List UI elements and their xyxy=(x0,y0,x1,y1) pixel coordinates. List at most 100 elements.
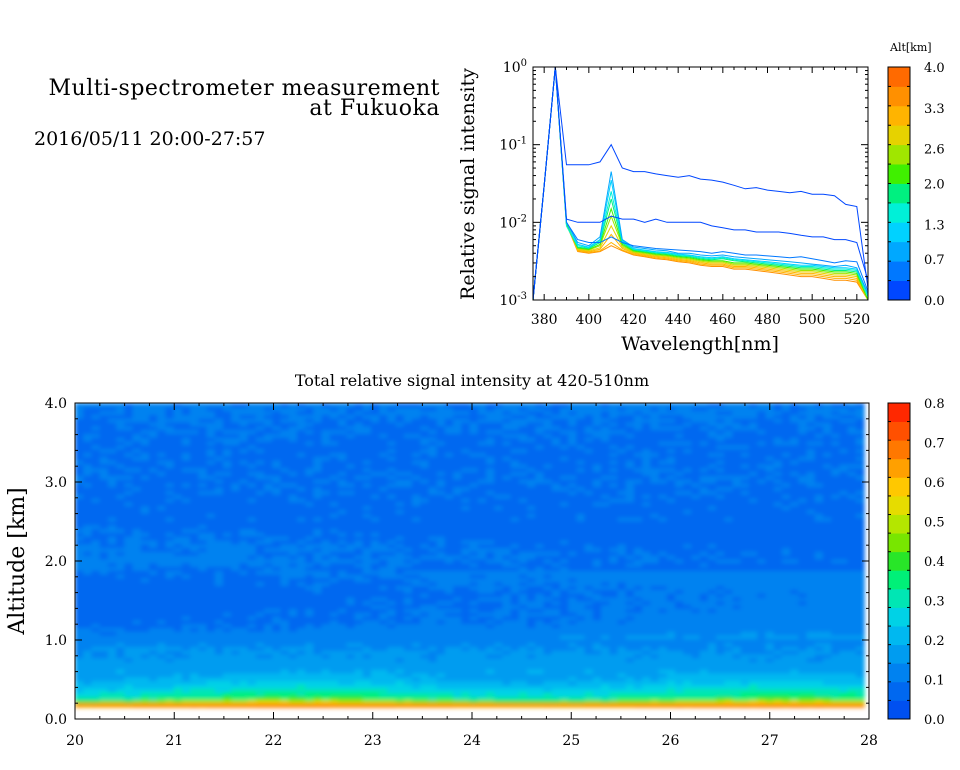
heatmap-cell xyxy=(748,574,758,579)
heatmap-cell xyxy=(765,627,775,632)
heatmap-cell xyxy=(551,646,561,651)
heatmap-cell xyxy=(379,691,388,697)
heatmap-cell xyxy=(683,596,693,602)
heatmap-cell xyxy=(362,627,372,632)
heatmap-cell xyxy=(420,646,430,651)
heatmap-cell xyxy=(436,688,446,693)
heatmap-cell xyxy=(140,661,150,666)
heatmap-cell xyxy=(338,539,347,545)
heatmap-cell xyxy=(609,665,619,670)
heatmap-cell xyxy=(313,570,323,575)
heatmap-cell xyxy=(444,577,454,583)
altitude-colorbar-cell xyxy=(888,202,910,223)
heatmap-cell xyxy=(716,558,725,564)
heatmap-title: Total relative signal intensity at 420-5… xyxy=(295,371,649,390)
heatmap-cell xyxy=(806,688,816,693)
heatmap-cell xyxy=(370,619,380,625)
heatmap-cell xyxy=(502,570,512,575)
heatmap-cell xyxy=(790,695,799,701)
heatmap-cell xyxy=(206,638,216,644)
heatmap-cell xyxy=(559,524,569,530)
heatmap-cell xyxy=(362,665,372,670)
heatmap-cell xyxy=(157,528,167,533)
heatmap-cell xyxy=(75,676,84,682)
heatmap-cell xyxy=(428,604,438,609)
heatmap-cell xyxy=(732,691,742,697)
heatmap-cell xyxy=(453,585,462,590)
heatmap-cell xyxy=(707,558,717,564)
heatmap-cell xyxy=(584,684,594,689)
heatmap-cell xyxy=(477,528,487,533)
heatmap-cell xyxy=(518,532,528,537)
heatmap-cell xyxy=(806,528,816,533)
heatmap-cell xyxy=(683,699,693,704)
heatmap-cell xyxy=(379,581,388,587)
heatmap-cell xyxy=(584,551,594,556)
heatmap-cell xyxy=(329,608,339,613)
heatmap-cell xyxy=(485,570,495,575)
heatmap-cell xyxy=(461,688,471,693)
heatmap-cell xyxy=(740,566,750,571)
heatmap-cell xyxy=(822,517,832,522)
heatmap-cell xyxy=(527,657,536,663)
heatmap-cell xyxy=(601,532,610,537)
heatmap-cell xyxy=(75,593,84,598)
heatmap-cell xyxy=(395,615,405,621)
heatmap-cell xyxy=(461,600,471,606)
heatmap-cell xyxy=(773,574,783,579)
heatmap-cell xyxy=(568,536,577,541)
heatmap-cell xyxy=(264,688,273,693)
heatmap-cell xyxy=(855,604,865,609)
heatmap-cell xyxy=(198,562,208,568)
heatmap-cell xyxy=(518,631,528,636)
heatmap-cell xyxy=(650,657,660,663)
heatmap-cell xyxy=(411,604,421,609)
heatmap-cell xyxy=(157,619,167,625)
heatmap-cell xyxy=(781,608,791,613)
heatmap-cell xyxy=(724,615,734,621)
spectrum-series-line xyxy=(533,67,868,300)
heatmap-cell xyxy=(214,600,224,606)
heatmap-cell xyxy=(839,551,849,556)
heatmap-cell xyxy=(683,574,693,579)
heatmap-cell xyxy=(165,623,175,628)
heatmap-cell xyxy=(83,680,93,685)
heatmap-cell xyxy=(148,650,158,655)
heatmap-cell xyxy=(502,585,512,590)
heatmap-cell xyxy=(469,615,479,621)
heatmap-cell xyxy=(140,653,150,659)
heatmap-cell xyxy=(839,619,849,625)
heatmap-cell xyxy=(173,676,183,682)
heatmap-cell xyxy=(75,623,84,628)
heatmap-cell xyxy=(255,684,265,689)
heatmap-cell xyxy=(239,555,249,560)
heatmap-cell xyxy=(165,684,175,689)
heatmap-cell xyxy=(420,627,430,632)
heatmap-cell xyxy=(502,547,512,552)
heatmap-cell xyxy=(806,551,816,556)
heatmap-cell xyxy=(107,570,117,575)
heatmap-cell xyxy=(773,577,783,583)
heatmap-cell xyxy=(650,517,660,522)
heatmap-cell xyxy=(551,551,561,556)
heatmap-cell xyxy=(707,691,717,697)
heatmap-cell xyxy=(839,543,849,549)
heatmap-cell xyxy=(584,524,594,530)
heatmap-cell xyxy=(181,585,191,590)
heatmap-cell xyxy=(173,695,183,701)
heatmap-cell xyxy=(790,623,799,628)
heatmap-cell xyxy=(214,661,224,666)
heatmap-cell xyxy=(666,657,676,663)
heatmap-cell xyxy=(222,608,232,613)
heatmap-cell xyxy=(444,581,454,587)
heatmap-cell xyxy=(255,634,265,640)
heatmap-cell xyxy=(535,532,545,537)
heatmap-cell xyxy=(346,699,356,704)
heatmap-cell xyxy=(231,547,240,552)
heatmap-cell xyxy=(272,536,282,541)
heatmap-cell xyxy=(264,566,273,571)
heatmap-cell xyxy=(370,642,380,647)
heatmap-cell xyxy=(716,547,725,552)
heatmap-cell xyxy=(568,604,577,609)
heatmap-cell xyxy=(502,627,512,632)
